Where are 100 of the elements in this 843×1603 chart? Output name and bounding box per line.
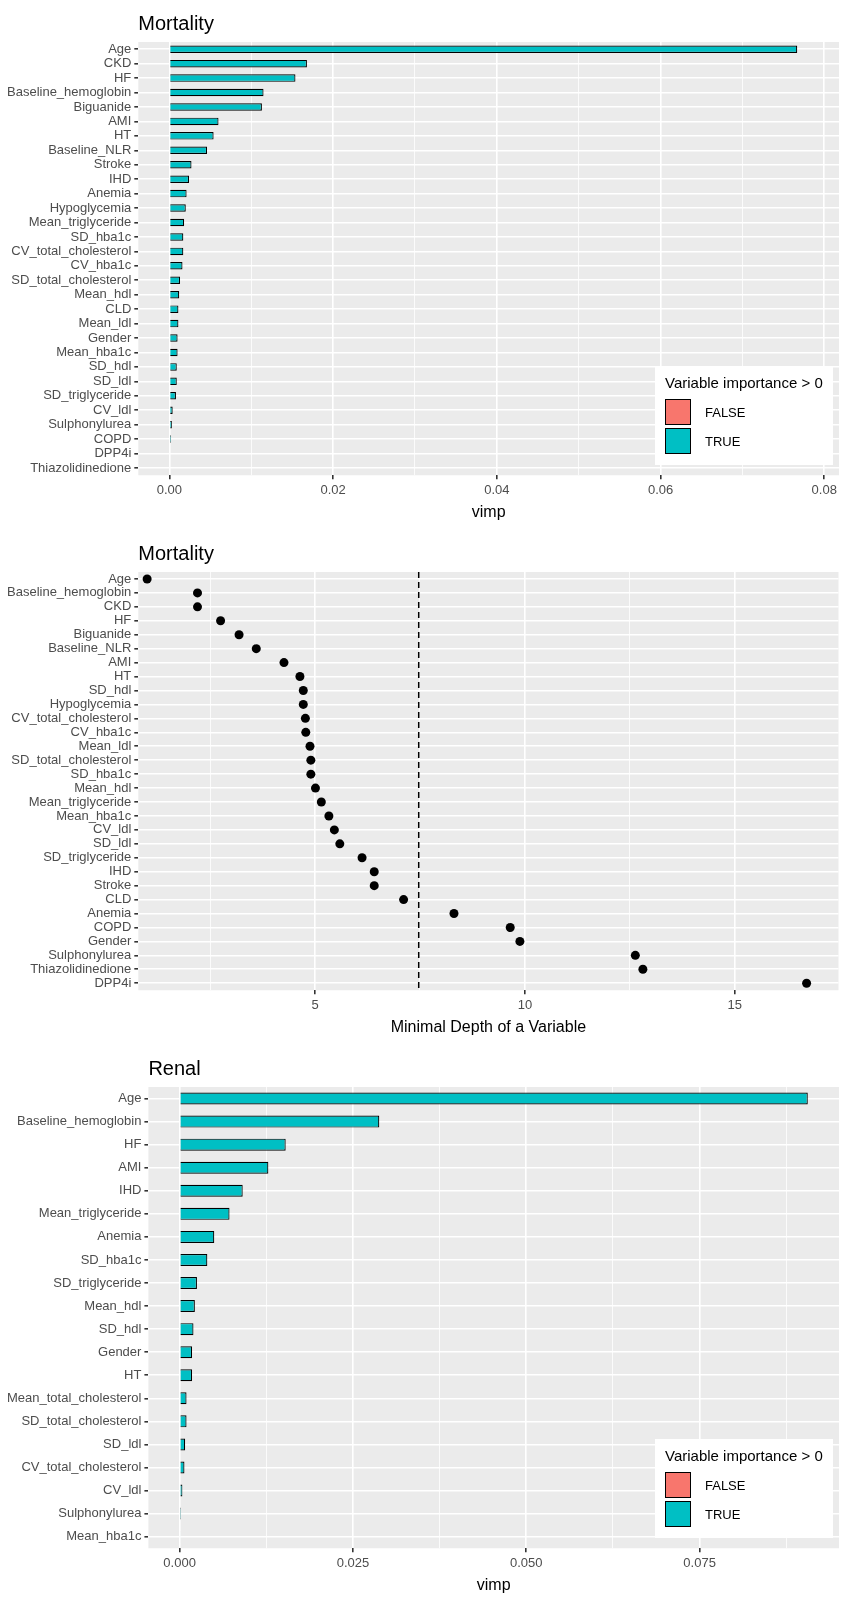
point: [630, 950, 640, 960]
point: [316, 797, 326, 807]
y-tick-label: AMI: [108, 654, 132, 670]
point: [301, 727, 311, 737]
point: [279, 658, 289, 668]
point: [193, 588, 202, 598]
y-tick-label: CV_ldl: [93, 401, 132, 417]
point: [142, 574, 152, 584]
y-tick-label: SD_ldl: [93, 835, 132, 851]
y-tick-label: SD_ldl: [93, 372, 132, 388]
y-tick-label: Age: [108, 40, 132, 56]
legend-title: Variable importance > 0: [665, 374, 823, 392]
y-tick-label: SD_triglyceride: [43, 849, 132, 865]
y-tick-label: SD_total_cholesterol: [21, 1412, 142, 1428]
y-tick-label: SD_triglyceride: [53, 1274, 142, 1290]
point: [298, 699, 308, 709]
y-tick-label: Mean_hdl: [74, 779, 132, 795]
point: [251, 644, 261, 654]
point: [216, 616, 226, 626]
y-tick-label: SD_triglyceride: [43, 387, 132, 403]
y-tick-label: SD_hba1c: [80, 1251, 142, 1267]
y-tick-label: Baseline_hemoglobin: [7, 84, 132, 100]
legend-label: TRUE: [705, 1506, 741, 1522]
y-tick-label: SD_hdl: [98, 1320, 142, 1336]
y-tick-label: CV_hba1c: [70, 723, 132, 739]
y-tick-label: Gender: [87, 329, 132, 345]
point: [295, 672, 305, 682]
x-tick-label: 0.075: [683, 1554, 716, 1570]
x-axis-title: vimp: [471, 502, 506, 520]
point: [300, 713, 310, 723]
y-tick-label: CLD: [105, 300, 132, 316]
point: [638, 964, 648, 974]
y-tick-label: Mean_triglyceride: [28, 214, 132, 230]
x-tick-label: 0.08: [811, 481, 837, 497]
y-tick-label: CV_total_cholesterol: [11, 242, 132, 258]
point: [357, 853, 367, 863]
y-tick-label: SD_total_cholesterol: [11, 751, 132, 767]
y-tick-label: Gender: [87, 932, 132, 948]
y-tick-label: Mean_hdl: [84, 1297, 142, 1313]
y-tick-label: DPP4i: [94, 974, 132, 990]
y-tick-label: Mean_hdl: [74, 286, 132, 302]
x-axis-title: Minimal Depth of a Variable: [390, 1017, 587, 1035]
x-tick-label: 0.050: [510, 1554, 543, 1570]
y-tick-label: CLD: [105, 891, 132, 907]
y-tick-label: SD_hba1c: [70, 765, 132, 781]
point: [298, 685, 308, 695]
y-tick-label: Sulphonylurea: [48, 416, 133, 432]
legend-label: TRUE: [705, 433, 741, 449]
y-tick-label: SD_hdl: [88, 358, 132, 374]
point: [399, 895, 409, 905]
legend-label: FALSE: [705, 404, 746, 420]
y-tick-label: HF: [113, 612, 132, 628]
chart-title: Mortality: [138, 541, 214, 564]
x-tick-label: 0.025: [336, 1554, 370, 1570]
y-tick-label: CV_ldl: [103, 1482, 142, 1498]
y-tick-label: Baseline_hemoglobin: [17, 1113, 142, 1129]
y-tick-label: Age: [108, 570, 132, 586]
y-tick-label: Mean_total_cholesterol: [7, 1389, 142, 1405]
point: [306, 755, 316, 765]
point: [802, 978, 812, 988]
x-axis-title: vimp: [476, 1575, 511, 1593]
y-tick-label: Baseline_NLR: [48, 141, 132, 157]
y-tick-label: Mean_ldl: [78, 737, 132, 753]
point: [324, 811, 334, 821]
x-tick-label: 15: [727, 996, 743, 1012]
x-tick-label: 0.000: [163, 1554, 196, 1570]
y-tick-label: CV_hba1c: [70, 257, 132, 273]
y-tick-label: DPP4i: [94, 445, 132, 461]
y-tick-label: Anemia: [87, 185, 133, 201]
legend-title: Variable importance > 0: [665, 1447, 823, 1465]
y-tick-label: HF: [124, 1136, 142, 1152]
y-tick-label: Mean_hba1c: [66, 1528, 142, 1544]
y-tick-label: Sulphonylurea: [58, 1505, 143, 1521]
y-tick-label: Mean_hba1c: [56, 344, 132, 360]
y-tick-label: HT: [113, 668, 132, 684]
point: [306, 769, 316, 779]
y-tick-label: Mean_triglyceride: [28, 793, 132, 809]
y-tick-label: Mean_triglyceride: [38, 1205, 142, 1221]
y-tick-label: HT: [113, 127, 132, 143]
point: [449, 909, 459, 919]
chart-title: Mortality: [138, 11, 214, 34]
x-tick-label: 0.04: [484, 481, 510, 497]
y-tick-label: SD_ldl: [103, 1436, 142, 1452]
y-tick-label: Biguanide: [73, 98, 132, 114]
y-tick-label: Age: [118, 1090, 142, 1106]
y-tick-label: HF: [113, 69, 132, 85]
x-tick-label: 10: [517, 996, 533, 1012]
y-tick-label: IHD: [119, 1182, 142, 1198]
y-tick-label: CV_ldl: [93, 821, 132, 837]
point: [310, 783, 320, 793]
y-tick-label: Hypoglycemia: [49, 696, 133, 712]
y-tick-label: Sulphonylurea: [48, 946, 133, 962]
y-tick-label: SD_hba1c: [70, 228, 132, 244]
y-tick-label: Stroke: [93, 156, 132, 172]
y-tick-label: AMI: [118, 1159, 142, 1175]
x-tick-label: 0.02: [320, 481, 346, 497]
point: [369, 881, 379, 891]
point: [335, 839, 345, 849]
y-tick-label: Mean_ldl: [78, 315, 132, 331]
chart-title: Renal: [148, 1056, 201, 1079]
